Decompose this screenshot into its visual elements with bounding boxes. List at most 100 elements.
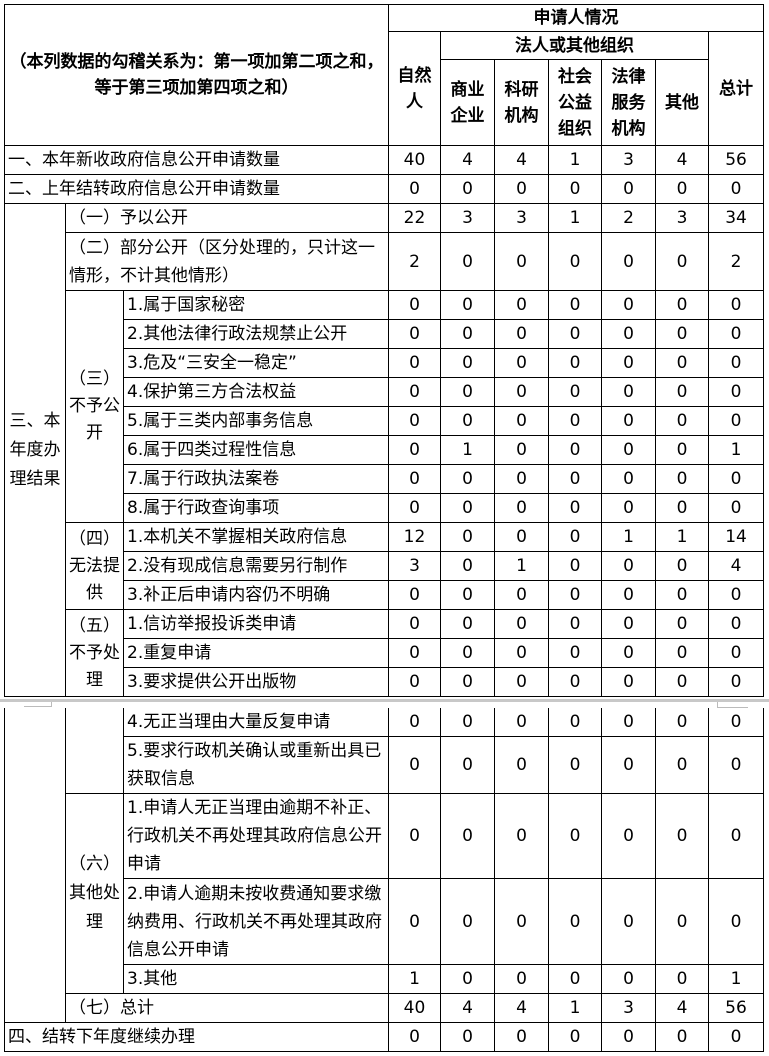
cell-public-welfare: 0 — [548, 493, 602, 523]
cell-legal-service: 0 — [601, 1022, 656, 1052]
cell-research: 0 — [494, 708, 549, 737]
cell-natural-person: 0 — [388, 406, 441, 436]
cell-business: 0 — [440, 878, 495, 965]
cell-research: 0 — [494, 232, 549, 291]
cell-total: 0 — [707, 348, 765, 378]
cell-business: 0 — [440, 551, 495, 581]
row-label: 3.危及“三安全一稳定” — [123, 348, 389, 378]
row-label: 4.保护第三方合法权益 — [123, 377, 389, 407]
page-corner-mark — [24, 702, 52, 707]
row-label: 5.要求行政机关确认或重新出具已获取信息 — [123, 736, 389, 794]
header-note: （本列数据的勾稽关系为：第一项加第二项之和，等于第三项加第四项之和） — [4, 4, 389, 146]
row-label: 1.属于国家秘密 — [123, 290, 389, 320]
cell-public-welfare: 1 — [548, 145, 602, 175]
cell-public-welfare: 0 — [548, 964, 602, 994]
cell-natural-person: 0 — [388, 290, 441, 320]
cell-total: 34 — [707, 203, 765, 233]
header-col-legal-service: 法律服务机构 — [601, 59, 656, 146]
row-label: 4.无正当理由大量反复申请 — [123, 708, 389, 737]
cell-natural-person: 0 — [388, 464, 441, 494]
cell-natural-person: 0 — [388, 435, 441, 465]
table-row: 5.属于三类内部事务信息 0 0 0 0 0 0 0 — [5, 406, 765, 436]
table-row: 2.申请人逾期未按收费通知要求缴纳费用、行政机关不再处理其政府信息公开申请 0 0 0… — [5, 878, 764, 965]
table-row: 3.补正后申请内容仍不明确 0 0 0 0 0 0 0 — [5, 580, 765, 610]
cell-total: 0 — [707, 493, 765, 523]
cell-other: 0 — [655, 736, 709, 794]
cell-research: 0 — [494, 348, 549, 378]
cell-research: 0 — [494, 667, 549, 697]
cell-natural-person: 0 — [388, 609, 441, 639]
cell-legal-service: 0 — [601, 435, 656, 465]
cell-natural-person: 3 — [388, 551, 441, 581]
cell-research: 0 — [494, 522, 549, 552]
cell-other: 0 — [655, 708, 709, 737]
cell-legal-service: 0 — [601, 793, 656, 879]
header-col-public-welfare: 社会公益组织 — [548, 59, 602, 146]
cell-natural-person: 12 — [388, 522, 441, 552]
row-label: 1.本机关不掌握相关政府信息 — [123, 522, 389, 552]
cell-total: 4 — [707, 551, 765, 581]
cell-other: 0 — [655, 667, 709, 697]
cell-total: 0 — [708, 736, 764, 794]
cell-business: 0 — [440, 964, 495, 994]
cell-total: 0 — [708, 793, 764, 879]
table-row: 3.危及“三安全一稳定” 0 0 0 0 0 0 0 — [5, 348, 765, 378]
cell-legal-service: 0 — [601, 667, 656, 697]
cell-legal-service: 3 — [601, 993, 656, 1023]
cell-legal-service: 0 — [601, 406, 656, 436]
table-row: （七）总计 40 4 4 1 3 4 56 — [5, 993, 764, 1023]
table-row: 一、本年新收政府信息公开申请数量 40 4 4 1 3 4 56 — [4, 145, 765, 175]
cell-natural-person: 0 — [388, 580, 441, 610]
row-label: （七）总计 — [65, 993, 389, 1023]
row-label: 四、结转下年度继续办理 — [4, 1022, 389, 1052]
cell-total: 14 — [707, 522, 765, 552]
table-row: 2.其他法律行政法规禁止公开 0 0 0 0 0 0 0 — [5, 319, 765, 349]
table-row: （二）部分公开（区分处理的，只计这一情形，不计其他情形） 2 0 0 0 0 0 2 — [5, 232, 765, 291]
cell-business: 4 — [440, 993, 495, 1023]
cell-public-welfare: 0 — [548, 638, 602, 668]
cell-public-welfare: 0 — [548, 174, 602, 204]
cell-natural-person: 40 — [388, 993, 441, 1023]
row-label: 1.信访举报投诉类申请 — [123, 609, 389, 639]
cell-other: 0 — [655, 609, 709, 639]
cell-research: 4 — [494, 993, 549, 1023]
table-row: 4.无正当理由大量反复申请 0 0 0 0 0 0 0 — [4, 708, 764, 1023]
row-label: 2.申请人逾期未按收费通知要求缴纳费用、行政机关不再处理其政府信息公开申请 — [123, 878, 389, 965]
cell-other: 0 — [655, 435, 709, 465]
cell-research: 0 — [494, 464, 549, 494]
cell-total: 1 — [708, 964, 764, 994]
cell-total: 0 — [708, 708, 764, 737]
cell-public-welfare: 0 — [548, 522, 602, 552]
cell-legal-service: 0 — [601, 319, 656, 349]
cell-legal-service: 0 — [601, 708, 656, 737]
table-row: （四）无法提供 1.本机关不掌握相关政府信息 12 0 0 0 1 1 14 — [5, 522, 765, 610]
table-row: 3.要求提供公开出版物 0 0 0 0 0 0 0 — [5, 667, 765, 697]
cell-business: 1 — [440, 435, 495, 465]
cell-legal-service: 0 — [601, 493, 656, 523]
cell-other: 0 — [655, 580, 709, 610]
cell-total: 0 — [707, 580, 765, 610]
page-break — [0, 699, 769, 702]
header-col-natural-person: 自然人 — [388, 31, 441, 146]
cell-public-welfare: 0 — [548, 232, 602, 291]
cell-other: 4 — [655, 993, 709, 1023]
cell-total: 0 — [707, 377, 765, 407]
cell-public-welfare: 0 — [548, 609, 602, 639]
cell-total: 1 — [707, 435, 765, 465]
header-col-research: 科研机构 — [494, 59, 549, 146]
table-row: 二、上年结转政府信息公开申请数量 0 0 0 0 0 0 0 — [4, 174, 765, 204]
cell-public-welfare: 0 — [548, 580, 602, 610]
cell-legal-service: 0 — [601, 736, 656, 794]
cell-research: 0 — [494, 377, 549, 407]
cell-research: 0 — [494, 406, 549, 436]
cell-natural-person: 2 — [388, 232, 441, 291]
header-col-other: 其他 — [655, 59, 709, 146]
cell-research: 4 — [494, 145, 549, 175]
cell-business: 0 — [440, 232, 495, 291]
row-label: 8.属于行政查询事项 — [123, 493, 389, 523]
cell-research: 3 — [494, 203, 549, 233]
row-label: 6.属于四类过程性信息 — [123, 435, 389, 465]
cell-research: 0 — [494, 290, 549, 320]
cell-business: 0 — [440, 464, 495, 494]
header-applicant-situation: 申请人情况 — [387, 4, 765, 32]
